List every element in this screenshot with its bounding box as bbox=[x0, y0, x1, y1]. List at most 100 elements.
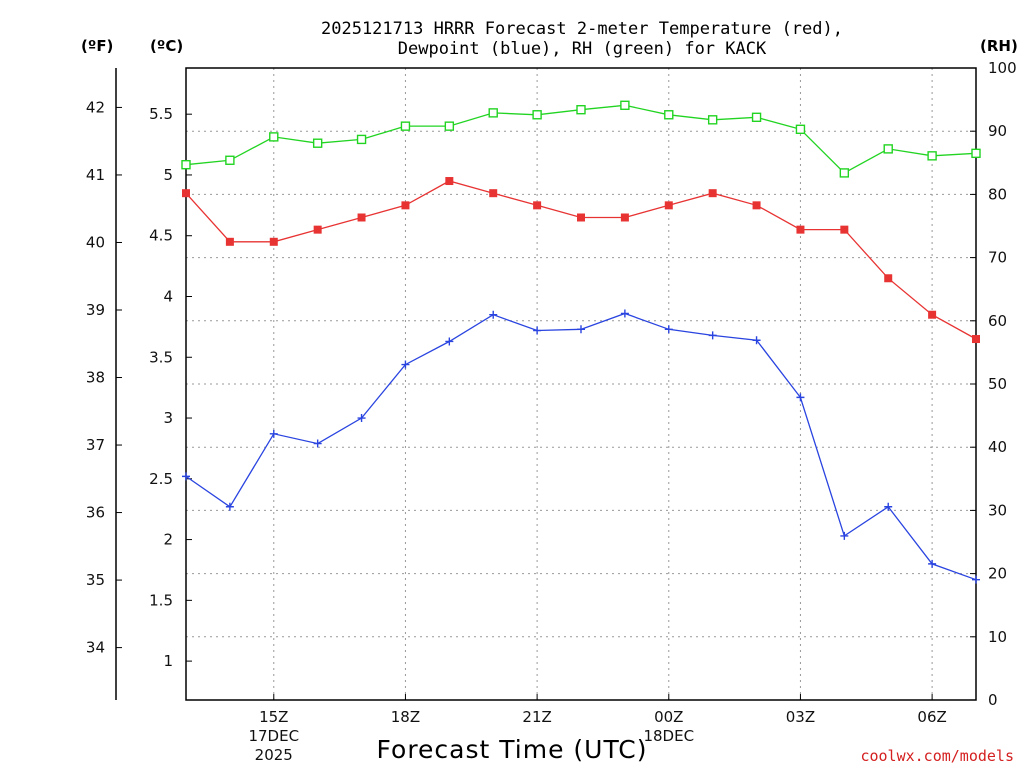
celsius-tick-label: 3 bbox=[163, 409, 173, 427]
fahrenheit-tick-label: 35 bbox=[86, 571, 105, 589]
dewpoint-point bbox=[357, 414, 366, 423]
temperature-point bbox=[313, 225, 322, 234]
temperature-point bbox=[401, 201, 410, 210]
dewpoint-point bbox=[972, 575, 980, 584]
celsius-unit-label: (ºC) bbox=[150, 37, 183, 55]
dewpoint-point bbox=[620, 309, 629, 318]
temperature-point bbox=[357, 213, 366, 222]
fahrenheit-tick-label: 34 bbox=[86, 639, 105, 657]
rh-tick-label: 80 bbox=[988, 185, 1007, 203]
rh-point bbox=[181, 159, 191, 170]
series-temperature bbox=[182, 177, 980, 344]
temperature-point bbox=[708, 189, 717, 198]
rh-unit-label: (RH) bbox=[980, 37, 1018, 55]
fahrenheit-tick-label: 41 bbox=[86, 166, 105, 184]
rh-tick-label: 50 bbox=[988, 375, 1007, 393]
temperature-point bbox=[533, 201, 542, 210]
celsius-tick-label: 5 bbox=[163, 166, 173, 184]
temperature-point bbox=[182, 189, 190, 198]
dewpoint-point bbox=[577, 325, 585, 334]
chart-title: 2025121713 HRRR Forecast 2-meter Tempera… bbox=[321, 19, 843, 59]
dewpoint-point bbox=[445, 337, 454, 346]
x-tick-label: 00Z bbox=[654, 708, 683, 726]
x-tick-label: 18DEC bbox=[643, 727, 694, 745]
temperature-point bbox=[664, 201, 673, 210]
x-tick-label: 21Z bbox=[522, 708, 551, 726]
rh-point bbox=[751, 112, 762, 122]
rh-point bbox=[576, 105, 586, 115]
rh-tick-label: 10 bbox=[988, 628, 1007, 646]
title-line-1: 2025121713 HRRR Forecast 2-meter Tempera… bbox=[321, 19, 843, 39]
celsius-tick-label: 1.5 bbox=[149, 591, 173, 609]
x-axis-title: Forecast Time (UTC) bbox=[377, 735, 648, 764]
x-tick-label: 18Z bbox=[391, 708, 420, 726]
rh-tick-label: 0 bbox=[988, 691, 998, 709]
dewpoint-point bbox=[313, 439, 322, 448]
rh-tick-label: 60 bbox=[988, 312, 1007, 330]
rh-tick-label: 20 bbox=[988, 565, 1007, 583]
dewpoint-point bbox=[752, 336, 761, 345]
rh-point bbox=[488, 108, 498, 118]
dewpoint-line bbox=[185, 312, 977, 581]
rh-point bbox=[971, 148, 981, 159]
rh-point bbox=[444, 121, 455, 131]
x-tick-label: 2025 bbox=[255, 746, 293, 764]
temperature-point bbox=[269, 237, 278, 246]
rh-point bbox=[532, 110, 542, 120]
dewpoint-point bbox=[928, 559, 937, 568]
temperature-point bbox=[928, 310, 937, 319]
rh-point bbox=[620, 100, 630, 110]
dewpoint-point bbox=[884, 502, 893, 511]
temperature-point bbox=[225, 237, 234, 246]
rh-point bbox=[356, 134, 367, 145]
dewpoint-point bbox=[708, 331, 717, 340]
fahrenheit-tick-label: 42 bbox=[86, 98, 105, 116]
temperature-point bbox=[840, 225, 849, 234]
rh-point bbox=[269, 132, 279, 142]
celsius-tick-label: 4.5 bbox=[149, 227, 173, 245]
temperature-point bbox=[972, 335, 980, 344]
series-dewpoint bbox=[182, 309, 980, 584]
plot-frame bbox=[185, 67, 977, 701]
rh-point bbox=[927, 151, 937, 161]
rh-tick-label: 100 bbox=[988, 59, 1017, 77]
temperature-point bbox=[884, 274, 893, 283]
dewpoint-point bbox=[182, 472, 190, 481]
rh-tick-label: 90 bbox=[988, 122, 1007, 140]
fahrenheit-tick-label: 39 bbox=[86, 301, 105, 319]
dewpoint-point bbox=[796, 393, 805, 402]
x-tick-label: 15Z bbox=[259, 708, 288, 726]
x-tick-label: 03Z bbox=[786, 708, 815, 726]
tick-labels: 1 1.5 2 2.5 3 3.5 4 4.5 5 5.5 34 35 36 37 38 39 40 41 42 0 1… bbox=[86, 59, 1017, 764]
temperature-point bbox=[489, 189, 498, 198]
temperature-point bbox=[752, 201, 761, 210]
celsius-tick-label: 1 bbox=[163, 652, 173, 670]
rh-point bbox=[400, 121, 411, 131]
dewpoint-point bbox=[664, 325, 673, 334]
dewpoint-point bbox=[225, 502, 234, 511]
temperature-line bbox=[185, 180, 977, 340]
fahrenheit-tick-label: 37 bbox=[86, 436, 105, 454]
rh-point bbox=[883, 144, 893, 154]
rh-point bbox=[225, 155, 235, 165]
x-tick-label: 06Z bbox=[917, 708, 946, 726]
rh-line bbox=[185, 104, 977, 174]
axes bbox=[115, 67, 977, 701]
rh-point bbox=[707, 115, 718, 125]
temperature-point bbox=[796, 225, 805, 234]
dewpoint-point bbox=[840, 531, 849, 540]
fahrenheit-tick-label: 36 bbox=[86, 504, 105, 522]
title-line-2: Dewpoint (blue), RH (green) for KACK bbox=[398, 39, 767, 59]
fahrenheit-tick-label: 38 bbox=[86, 369, 105, 387]
celsius-tick-label: 5.5 bbox=[149, 105, 173, 123]
credit-link[interactable]: coolwx.com/models bbox=[860, 747, 1014, 765]
data-series bbox=[181, 100, 981, 584]
dewpoint-point bbox=[269, 429, 278, 438]
celsius-tick-label: 3.5 bbox=[149, 348, 173, 366]
fahrenheit-tick-label: 40 bbox=[86, 233, 105, 251]
rh-tick-label: 70 bbox=[988, 249, 1007, 267]
grid-lines bbox=[186, 68, 976, 700]
temperature-point bbox=[620, 213, 629, 222]
temperature-point bbox=[577, 213, 585, 222]
